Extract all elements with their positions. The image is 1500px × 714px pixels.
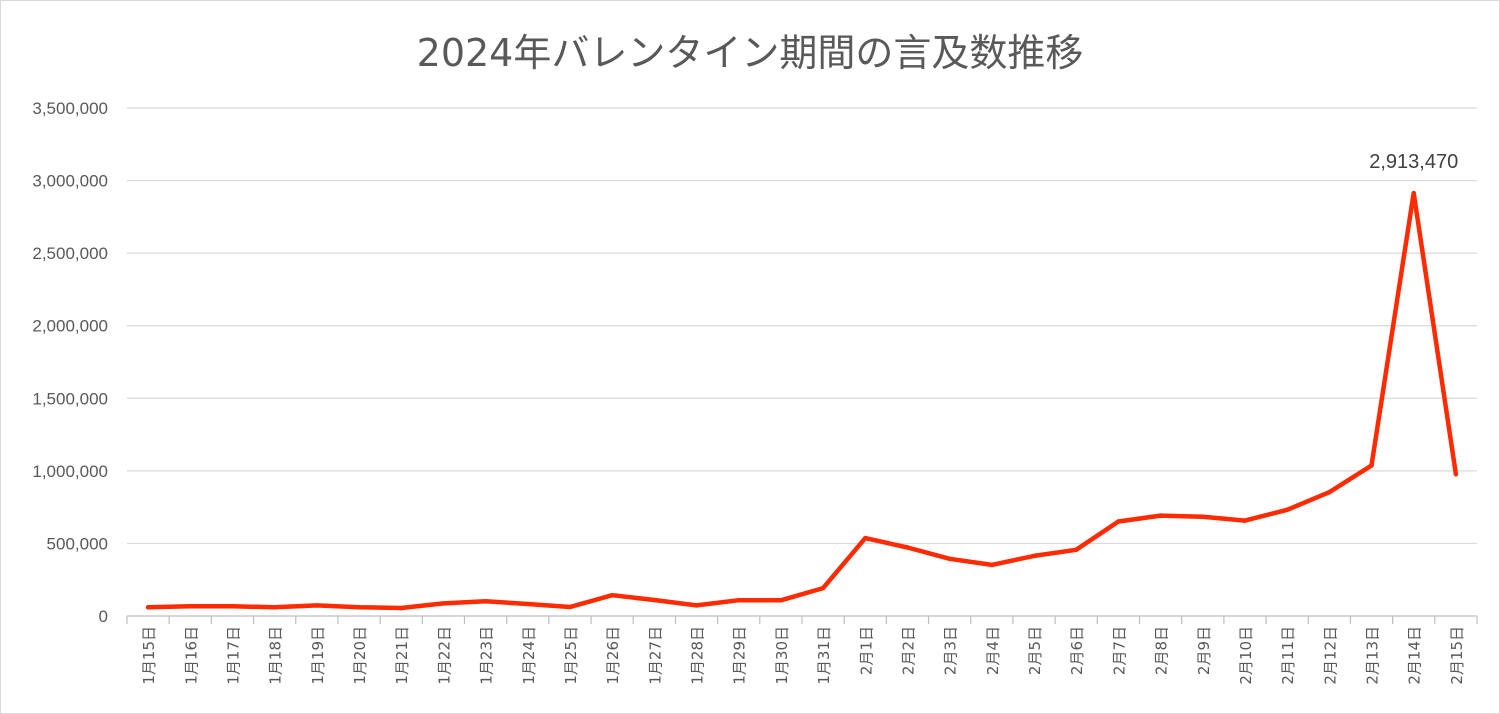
data-point xyxy=(1411,190,1416,196)
x-tick-label: 1月31日 xyxy=(815,626,833,685)
x-axis-tick-labels: 1月15日 1月16日 1月17日 1月18日 1月19日 1月20日 1月21日 1月22日… xyxy=(140,626,1466,685)
data-labels: 2,913,470 xyxy=(1369,151,1458,173)
x-tick-label: 2月4日 xyxy=(984,626,1002,675)
x-tick-label: 1月26日 xyxy=(604,626,622,685)
chart-title: 2024年バレンタイン期間の言及数推移 xyxy=(416,31,1084,75)
x-tick-label: 2月11日 xyxy=(1279,626,1297,685)
data-point xyxy=(483,599,488,604)
x-tick-label: 2月15日 xyxy=(1448,626,1466,685)
x-tick-label: 2月5日 xyxy=(1026,626,1044,675)
x-tick-label: 2月1日 xyxy=(857,626,875,675)
x-tick-label: 1月19日 xyxy=(309,626,327,685)
gridlines xyxy=(127,107,1477,545)
data-point xyxy=(905,545,910,550)
data-point xyxy=(399,605,404,611)
x-tick-label: 2月12日 xyxy=(1321,626,1339,685)
data-point xyxy=(609,593,615,598)
data-point xyxy=(525,601,530,607)
x-tick-label: 1月25日 xyxy=(562,626,580,685)
x-tick-label: 1月27日 xyxy=(646,626,664,685)
data-point xyxy=(820,585,826,591)
data-label: 2,913,470 xyxy=(1369,151,1458,173)
data-point xyxy=(1242,518,1248,523)
x-tick-label: 1月21日 xyxy=(393,626,411,685)
data-point xyxy=(694,603,699,608)
x-tick-label: 2月9日 xyxy=(1195,626,1213,675)
x-tick-label: 1月18日 xyxy=(267,626,285,685)
data-point xyxy=(272,605,277,610)
x-tick-label: 1月29日 xyxy=(731,626,749,685)
data-point xyxy=(863,535,868,541)
data-point xyxy=(1116,519,1121,524)
data-point xyxy=(188,604,193,609)
data-point xyxy=(567,604,573,610)
x-tick-label: 2月13日 xyxy=(1364,626,1382,685)
x-tick-label: 1月28日 xyxy=(689,626,707,685)
data-point xyxy=(356,605,362,610)
y-tick-label: 2,000,000 xyxy=(32,317,108,336)
y-tick-label: 1,500,000 xyxy=(32,389,108,408)
y-tick-label: 2,500,000 xyxy=(32,244,108,263)
x-tick-label: 1月16日 xyxy=(182,626,200,685)
x-tick-label: 1月30日 xyxy=(773,626,791,685)
data-point xyxy=(736,597,741,603)
data-point xyxy=(947,556,952,562)
data-point xyxy=(441,601,446,606)
x-axis xyxy=(126,615,1478,624)
y-axis-tick-labels: 0 500,000 1,000,000 1,500,000 2,000,000 2,500… xyxy=(32,99,108,626)
x-tick-label: 1月15日 xyxy=(140,626,158,685)
x-tick-label: 2月8日 xyxy=(1153,626,1171,675)
y-tick-label: 3,500,000 xyxy=(32,99,108,118)
data-point xyxy=(652,597,657,603)
data-point xyxy=(1158,513,1163,518)
data-point xyxy=(1200,514,1205,519)
x-tick-label: 2月7日 xyxy=(1110,626,1128,675)
x-tick-label: 1月24日 xyxy=(520,626,538,685)
series-layer xyxy=(145,190,1459,611)
x-tick-label: 1月20日 xyxy=(351,626,369,685)
data-point xyxy=(1031,553,1037,559)
data-point xyxy=(1369,463,1374,468)
data-point xyxy=(778,598,784,603)
x-tick-label: 2月2日 xyxy=(899,626,917,675)
series-line xyxy=(145,190,1459,611)
data-point xyxy=(314,603,320,608)
data-point xyxy=(989,562,995,568)
x-tick-label: 2月6日 xyxy=(1068,626,1086,675)
y-tick-label: 500,000 xyxy=(47,534,108,553)
x-tick-label: 2月3日 xyxy=(942,626,960,675)
data-point xyxy=(230,604,235,609)
data-point xyxy=(145,605,151,610)
data-point xyxy=(1284,507,1290,512)
data-point xyxy=(1074,547,1079,553)
x-tick-label: 2月14日 xyxy=(1406,626,1424,685)
data-point xyxy=(1327,489,1332,495)
x-tick-label: 1月23日 xyxy=(478,626,496,685)
data-point xyxy=(1453,471,1459,477)
x-tick-label: 1月22日 xyxy=(435,626,453,685)
y-tick-label: 0 xyxy=(99,607,108,626)
y-tick-label: 3,000,000 xyxy=(32,172,108,191)
y-tick-label: 1,000,000 xyxy=(32,462,108,481)
x-tick-label: 1月17日 xyxy=(224,626,242,685)
x-tick-label: 2月10日 xyxy=(1237,626,1255,685)
